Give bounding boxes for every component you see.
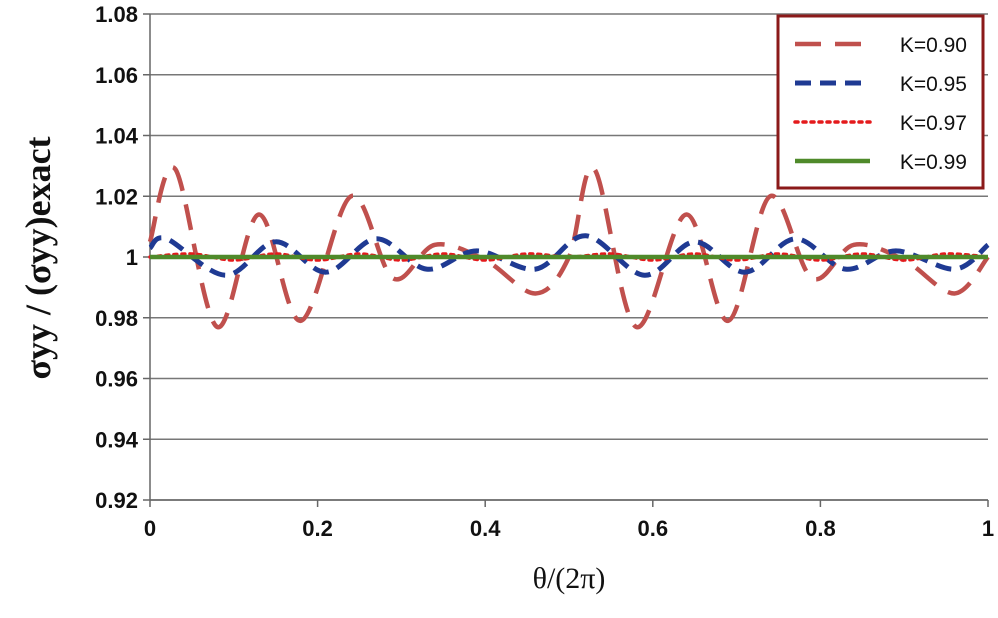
y-tick-label: 0.92 bbox=[95, 488, 138, 513]
x-tick-label: 0.8 bbox=[805, 516, 836, 541]
x-tick-label: 0 bbox=[144, 516, 156, 541]
legend-label-3: K=0.97 bbox=[900, 112, 967, 135]
y-tick-label: 0.94 bbox=[95, 427, 139, 452]
y-tick-label: 1.08 bbox=[95, 2, 138, 27]
x-tick-label: 0.6 bbox=[638, 516, 669, 541]
x-tick-label: 1 bbox=[982, 516, 994, 541]
legend-label-1: K=0.90 bbox=[900, 34, 967, 57]
x-tick-label: 0.2 bbox=[302, 516, 333, 541]
y-tick-label: 0.96 bbox=[95, 367, 138, 392]
series-layer bbox=[147, 164, 990, 330]
y-tick-label: 1.04 bbox=[95, 124, 139, 149]
y-tick-label: 1.06 bbox=[95, 63, 138, 88]
series-line-1 bbox=[147, 164, 990, 330]
series-line-2 bbox=[148, 233, 990, 278]
x-axis-label: θ/(2π) bbox=[533, 562, 606, 595]
legend-label-2: K=0.95 bbox=[900, 73, 967, 96]
x-tick-labels: 0 0.2 0.4 0.6 0.8 1 bbox=[144, 500, 994, 541]
y-tick-label: 1 bbox=[126, 245, 138, 270]
x-tick-label: 0.4 bbox=[470, 516, 501, 541]
y-tick-labels: 0.92 0.94 0.96 0.98 1 1.02 1.04 1.06 1.08 bbox=[95, 2, 150, 513]
legend: K=0.90 K=0.95 K=0.97 K=0.99 bbox=[776, 14, 985, 190]
legend-label-4: K=0.99 bbox=[900, 151, 967, 174]
y-tick-label: 0.98 bbox=[95, 306, 138, 331]
y-tick-label: 1.02 bbox=[95, 184, 138, 209]
y-axis-label: σyy / (σyy)exact bbox=[18, 136, 58, 379]
